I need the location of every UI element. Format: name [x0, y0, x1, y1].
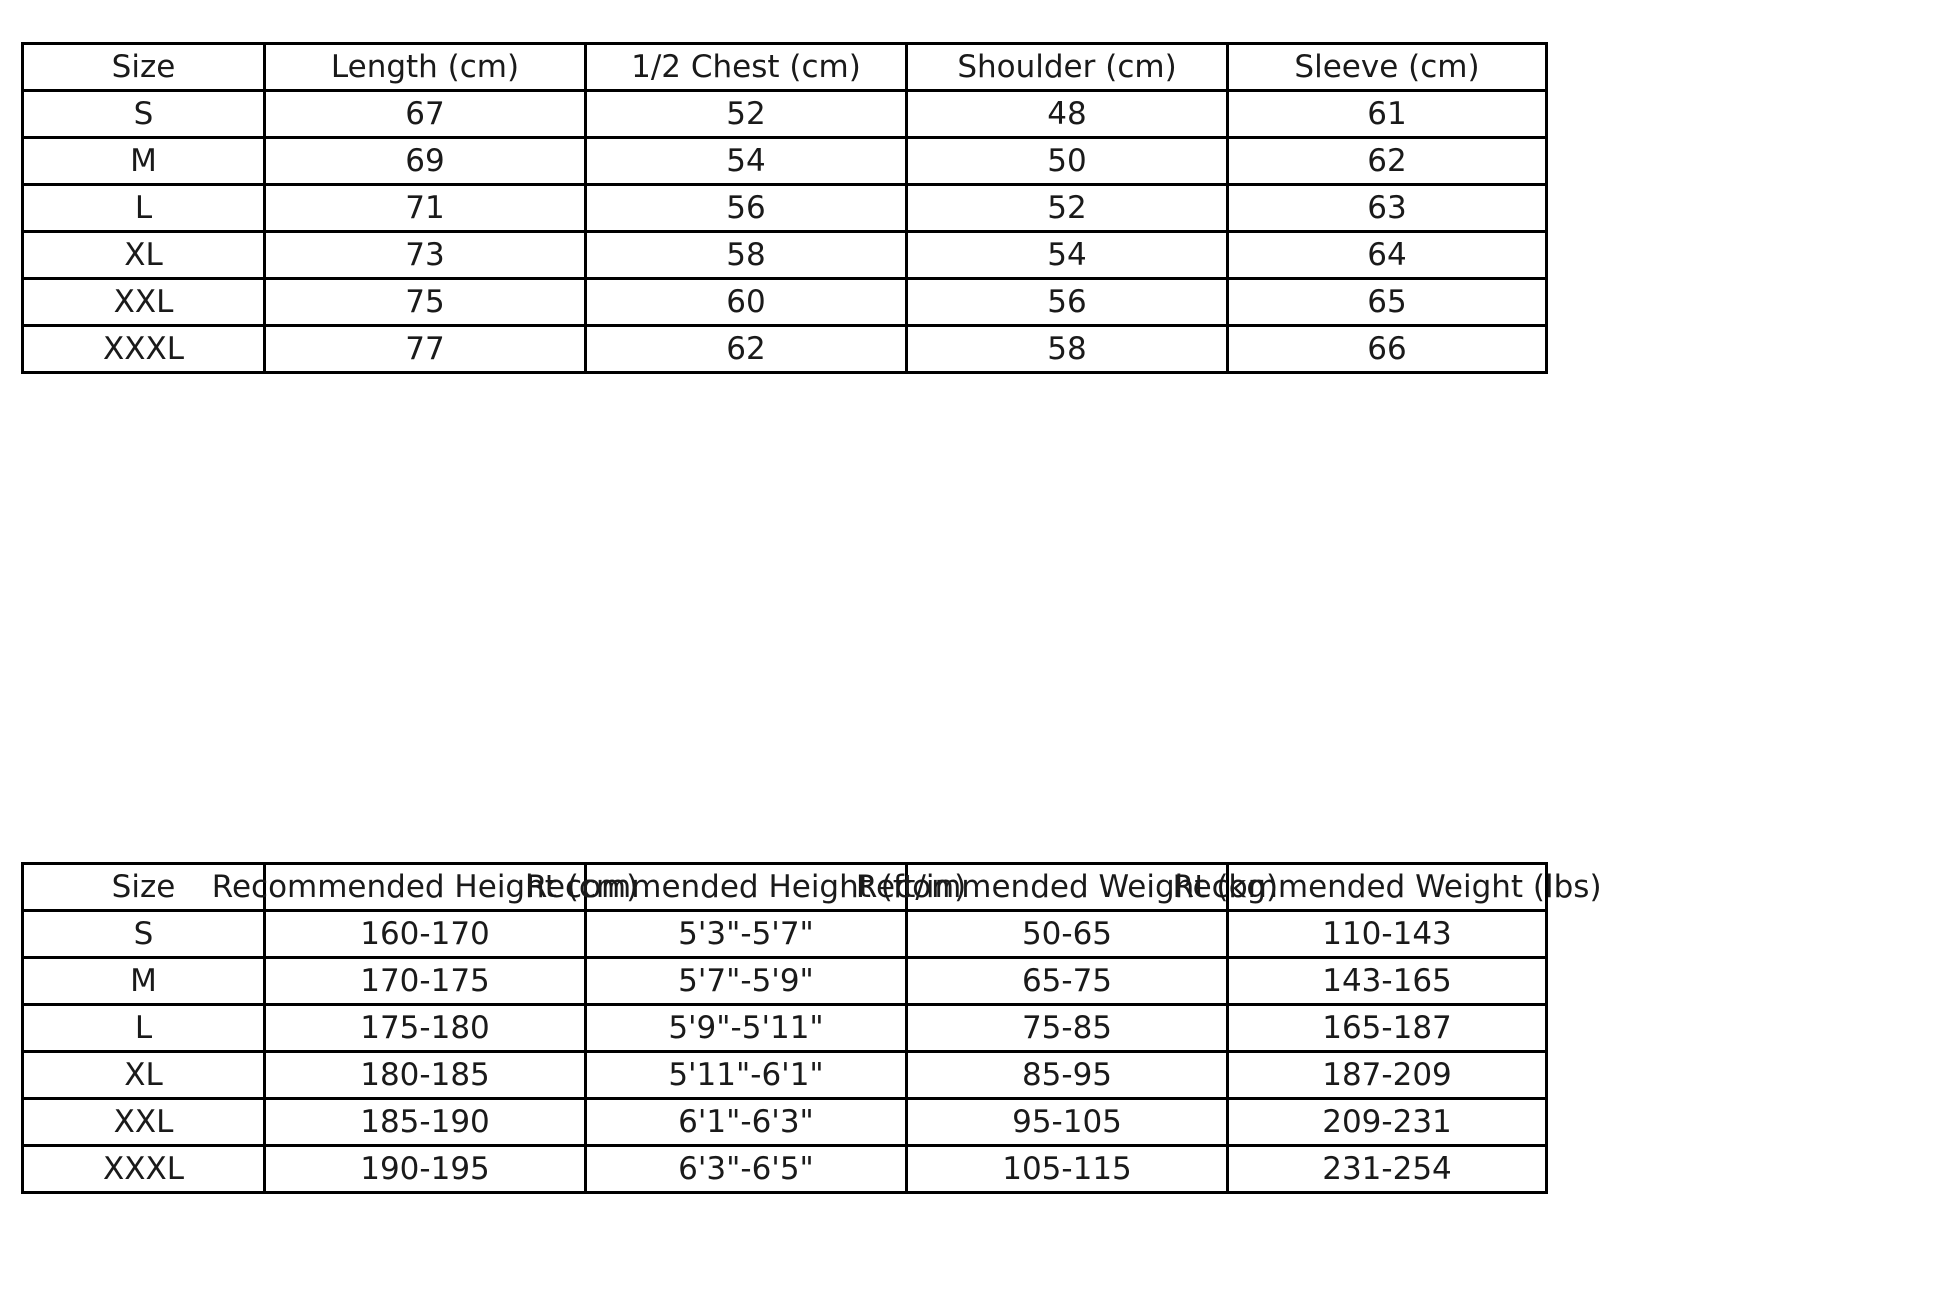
cell-height-cm: 185-190	[263, 1097, 587, 1147]
cell-height-cm: 170-175	[263, 956, 587, 1006]
cell-weight-kg: 95-105	[905, 1097, 1229, 1147]
column-header-size: Size	[21, 862, 266, 912]
column-header-weight-lbs: Recommended Weight (lbs)	[1172, 862, 1602, 912]
cell-sleeve: 63	[1226, 183, 1548, 233]
column-header-size-label: Size	[111, 869, 176, 905]
cell-weight-kg: 65-75	[905, 956, 1229, 1006]
cell-weight-lbs: 165-187	[1226, 1003, 1548, 1053]
cell-size: M	[21, 956, 266, 1006]
column-header-sleeve: Sleeve (cm)	[1226, 42, 1548, 92]
table-row: M 69 54 50 62	[21, 136, 1548, 186]
cell-height-cm: 160-170	[263, 909, 587, 959]
cell-shoulder: 52	[905, 183, 1229, 233]
cell-weight-kg: 75-85	[905, 1003, 1229, 1053]
fit-table-header: Size Recommended Height (cm) Recommended…	[21, 862, 1602, 912]
cell-half-chest: 62	[584, 324, 908, 374]
cell-size: L	[21, 183, 266, 233]
table-header-row: Size Length (cm) 1/2 Chest (cm) Shoulder…	[21, 42, 1548, 92]
cell-weight-lbs: 231-254	[1226, 1144, 1548, 1194]
cell-sleeve: 66	[1226, 324, 1548, 374]
cell-shoulder: 56	[905, 277, 1229, 327]
cell-half-chest: 60	[584, 277, 908, 327]
cell-size: XXL	[21, 1097, 266, 1147]
table-row: S 160-170 5'3"-5'7" 50-65 110-143	[21, 909, 1548, 959]
cell-shoulder: 50	[905, 136, 1229, 186]
cell-height-ftin: 5'3"-5'7"	[584, 909, 908, 959]
cell-size: XXL	[21, 277, 266, 327]
cell-size: S	[21, 89, 266, 139]
cell-half-chest: 52	[584, 89, 908, 139]
cell-weight-kg: 85-95	[905, 1050, 1229, 1100]
cell-length: 75	[263, 277, 587, 327]
cell-height-ftin: 5'9"-5'11"	[584, 1003, 908, 1053]
fit-table-body: S 160-170 5'3"-5'7" 50-65 110-143 M 170-…	[21, 909, 1548, 1194]
table-row: XXXL 190-195 6'3"-6'5" 105-115 231-254	[21, 1144, 1548, 1194]
cell-length: 73	[263, 230, 587, 280]
measurements-table-header: Size Length (cm) 1/2 Chest (cm) Shoulder…	[21, 42, 1548, 92]
column-header-half-chest: 1/2 Chest (cm)	[584, 42, 908, 92]
cell-half-chest: 54	[584, 136, 908, 186]
table-header-row: Size Recommended Height (cm) Recommended…	[21, 862, 1602, 912]
cell-weight-kg: 50-65	[905, 909, 1229, 959]
table-row: L 175-180 5'9"-5'11" 75-85 165-187	[21, 1003, 1548, 1053]
table-row: S 67 52 48 61	[21, 89, 1548, 139]
cell-size: XXXL	[21, 324, 266, 374]
cell-sleeve: 65	[1226, 277, 1548, 327]
column-header-weight-kg-label: Recommended Weight (kg)	[855, 869, 1279, 905]
cell-size: XL	[21, 1050, 266, 1100]
cell-half-chest: 56	[584, 183, 908, 233]
cell-height-ftin: 6'3"-6'5"	[584, 1144, 908, 1194]
cell-weight-kg: 105-115	[905, 1144, 1229, 1194]
cell-size: XXXL	[21, 1144, 266, 1194]
recommended-fit-table: Size Recommended Height (cm) Recommended…	[21, 862, 1602, 1194]
table-row: XXXL 77 62 58 66	[21, 324, 1548, 374]
cell-shoulder: 58	[905, 324, 1229, 374]
column-header-weight-lbs-label: Recommended Weight (lbs)	[1172, 869, 1602, 905]
table-row: M 170-175 5'7"-5'9" 65-75 143-165	[21, 956, 1548, 1006]
column-header-weight-kg: Recommended Weight (kg)	[856, 862, 1278, 912]
column-header-size: Size	[21, 42, 266, 92]
measurements-table-body: S 67 52 48 61 M 69 54 50 62 L 71 56 52 6…	[21, 89, 1548, 374]
garment-measurements-table: Size Length (cm) 1/2 Chest (cm) Shoulder…	[21, 42, 1548, 374]
cell-size: M	[21, 136, 266, 186]
cell-height-cm: 190-195	[263, 1144, 587, 1194]
table-row: XL 73 58 54 64	[21, 230, 1548, 280]
cell-length: 67	[263, 89, 587, 139]
cell-height-ftin: 5'11"-6'1"	[584, 1050, 908, 1100]
column-header-shoulder: Shoulder (cm)	[905, 42, 1229, 92]
cell-size: S	[21, 909, 266, 959]
cell-weight-lbs: 187-209	[1226, 1050, 1548, 1100]
cell-height-ftin: 6'1"-6'3"	[584, 1097, 908, 1147]
table-row: XL 180-185 5'11"-6'1" 85-95 187-209	[21, 1050, 1548, 1100]
table-row: XXL 75 60 56 65	[21, 277, 1548, 327]
cell-height-cm: 180-185	[263, 1050, 587, 1100]
cell-sleeve: 64	[1226, 230, 1548, 280]
cell-sleeve: 61	[1226, 89, 1548, 139]
column-header-height-ftin: Recommended Height (ft/in)	[526, 862, 966, 912]
cell-length: 77	[263, 324, 587, 374]
cell-weight-lbs: 143-165	[1226, 956, 1548, 1006]
cell-half-chest: 58	[584, 230, 908, 280]
cell-height-ftin: 5'7"-5'9"	[584, 956, 908, 1006]
column-header-height-cm: Recommended Height (cm)	[212, 862, 638, 912]
column-header-height-cm-label: Recommended Height (cm)	[211, 869, 639, 905]
column-header-length: Length (cm)	[263, 42, 587, 92]
cell-length: 69	[263, 136, 587, 186]
column-header-height-ftin-label: Recommended Height (ft/in)	[525, 869, 967, 905]
cell-shoulder: 54	[905, 230, 1229, 280]
cell-height-cm: 175-180	[263, 1003, 587, 1053]
table-row: L 71 56 52 63	[21, 183, 1548, 233]
cell-shoulder: 48	[905, 89, 1229, 139]
cell-size: L	[21, 1003, 266, 1053]
table-row: XXL 185-190 6'1"-6'3" 95-105 209-231	[21, 1097, 1548, 1147]
cell-weight-lbs: 110-143	[1226, 909, 1548, 959]
cell-weight-lbs: 209-231	[1226, 1097, 1548, 1147]
cell-length: 71	[263, 183, 587, 233]
cell-size: XL	[21, 230, 266, 280]
cell-sleeve: 62	[1226, 136, 1548, 186]
